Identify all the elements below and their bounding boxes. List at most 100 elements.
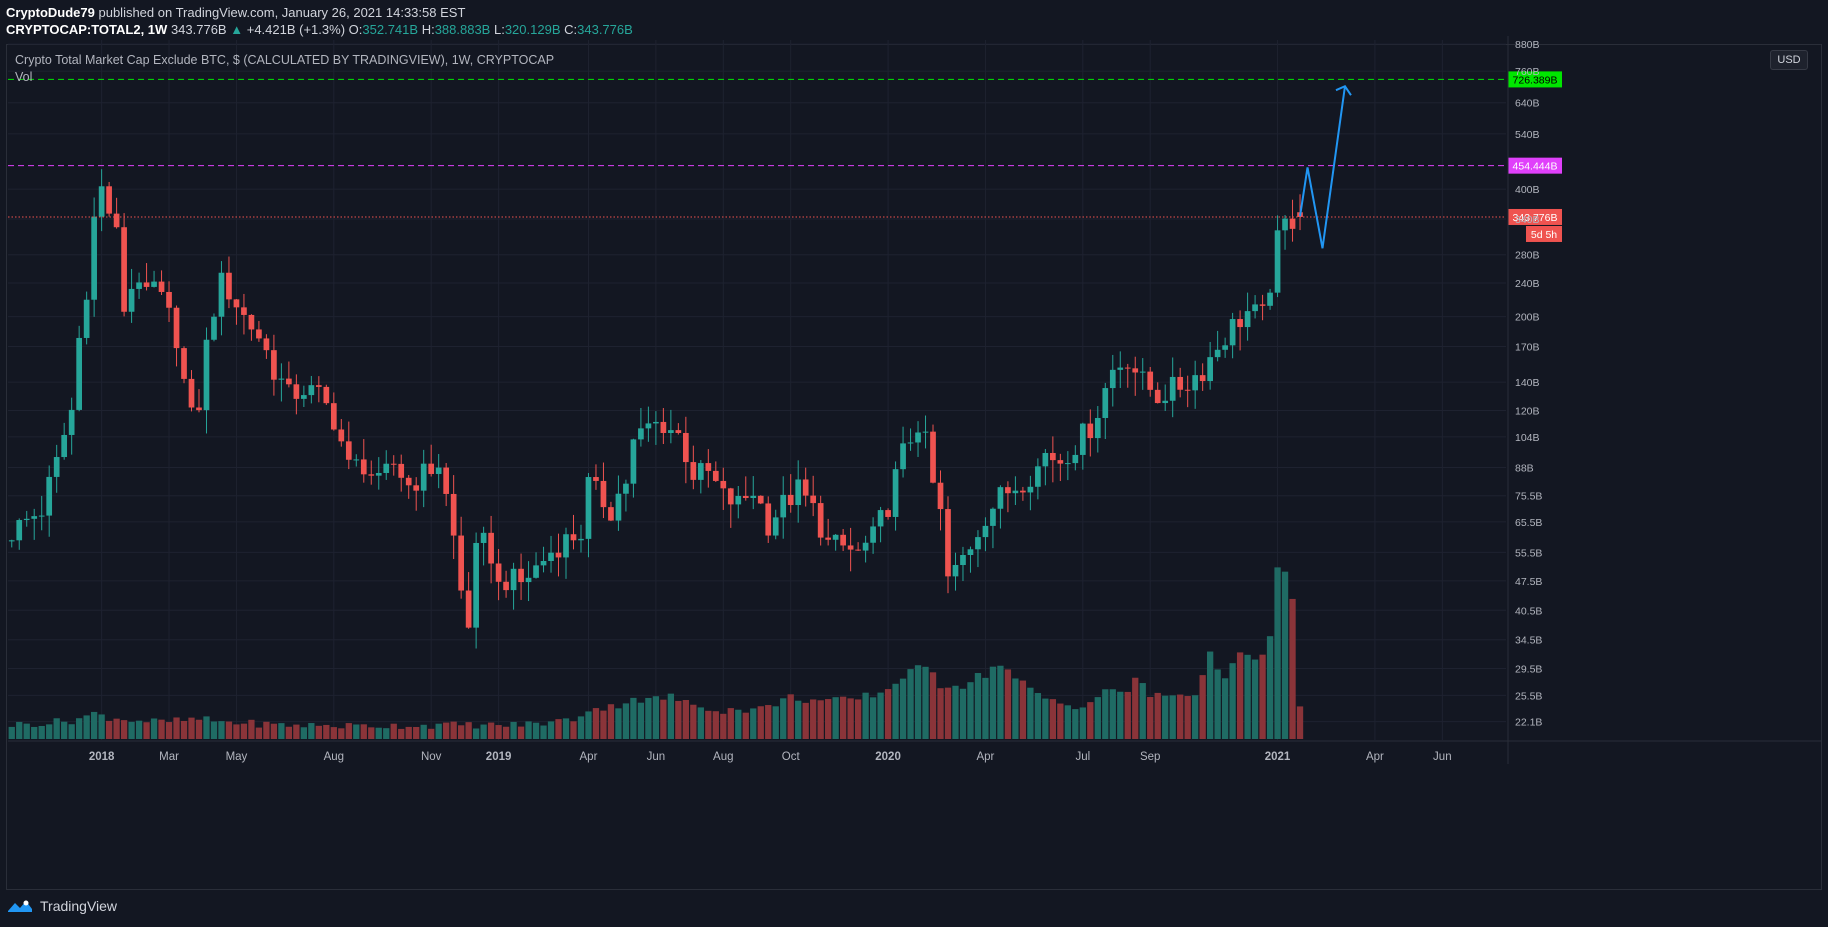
volume-bar [1236,652,1244,739]
candle-body [660,421,667,433]
volume-bar [1184,696,1191,739]
candle-body [518,568,524,583]
volume-bar [195,719,203,739]
volume-bar [757,706,764,739]
candle-body [630,439,637,484]
candle-body [143,282,150,287]
volume-bar [457,725,465,739]
volume-bar [854,699,862,739]
candle-body [128,288,135,312]
candle-body [1012,490,1019,494]
candle-body [450,493,457,536]
footer: TradingView [6,898,117,914]
candle-body [1117,367,1124,370]
candle-body [263,338,270,351]
volume-bar [1259,654,1266,739]
y-tick-label: 88B [1515,463,1534,475]
level-price-label: 343.776B [1513,212,1558,224]
published-text: published on TradingView.com, January 26… [98,5,466,20]
candle-body [1057,460,1064,464]
volume-bar [577,716,585,739]
axes: 22.1B 25.5B 29.5B 34.5B 40.5B 47.5B 55.5B 65.5B… [8,36,1822,764]
candle-body [1162,400,1169,404]
level-price-tag [1508,71,1562,88]
candle-body [458,535,464,591]
candle-body [915,432,921,443]
x-tick-label: Apr [580,751,598,763]
volume-bar [472,728,480,739]
candle-body [428,463,435,474]
horizontal-levels: 726.389B 454.444B 343.776B 5d 5h [8,71,1562,242]
candle-body [218,272,225,317]
change-value: +4.421B (+1.3%) [246,22,346,37]
candle-body [802,479,809,496]
candle-body [173,307,180,349]
volume-bar [652,696,660,739]
x-tick-label: May [226,751,248,763]
candle-body [810,495,817,504]
volume-bar [1229,663,1236,739]
candle-body [1199,375,1206,382]
candle-body [241,307,247,315]
candle-body [975,537,981,550]
candle-body [750,495,757,499]
x-tick-label: Apr [976,751,994,763]
candle-body [1072,454,1079,464]
x-tick-label: Jun [647,751,666,763]
volume-bar [1117,691,1124,739]
volume-bar [285,726,293,739]
volume-bar [645,697,652,739]
candle-body [967,549,974,556]
author-name[interactable]: CryptoDude79 [6,5,95,20]
level-price-label: 454.444B [1513,161,1558,173]
candle-body [211,316,217,340]
candle-body [638,428,644,440]
countdown-tag [1526,225,1562,242]
candle-body [892,469,899,517]
volume-bar [615,708,622,739]
candle-body [23,518,30,521]
currency-badge[interactable]: USD [1770,50,1808,70]
candle-body [877,510,884,527]
volume-bar [869,697,877,739]
candle-body [772,517,779,536]
symbol-label: CRYPTOCAP:TOTAL2, 1W [6,22,168,37]
volume-bar [817,700,824,739]
volume-bar [525,721,532,739]
y-tick-label: 340B [1515,214,1540,226]
volume-bar [120,720,128,739]
candle-body [473,542,479,628]
candle-body [645,423,652,429]
volume-bar [750,708,757,739]
brand-name[interactable]: TradingView [40,898,118,914]
series-title: Crypto Total Market Cap Exclude BTC, $ (… [15,53,555,67]
volume-bar [1124,691,1131,739]
projection-drawing[interactable] [1299,84,1352,249]
candle-body [1005,487,1011,494]
level-price-tag [1508,208,1562,225]
volume-bar [8,726,15,739]
volume-bar [720,713,727,739]
volume-bar [61,721,68,739]
candle-body [787,494,794,506]
candle-body [1184,389,1191,391]
low-label: L: [493,22,505,37]
volume-bar [765,705,772,739]
candle-body [578,538,584,541]
y-tick-label: 75.5B [1515,491,1542,503]
candle-body [742,495,749,499]
volume-bar [38,725,45,739]
volume-bar [982,677,989,739]
volume-bar [1109,689,1116,739]
candle-body [46,476,53,516]
candles [8,169,1303,649]
volume-bar [1064,705,1071,739]
candle-body [53,457,60,477]
volume-bar [1244,654,1251,739]
y-tick-label: 400B [1515,184,1540,196]
candle-body [757,495,764,504]
volume-bar [937,688,944,739]
candle-body [668,430,674,433]
volume-bar [1221,678,1229,739]
